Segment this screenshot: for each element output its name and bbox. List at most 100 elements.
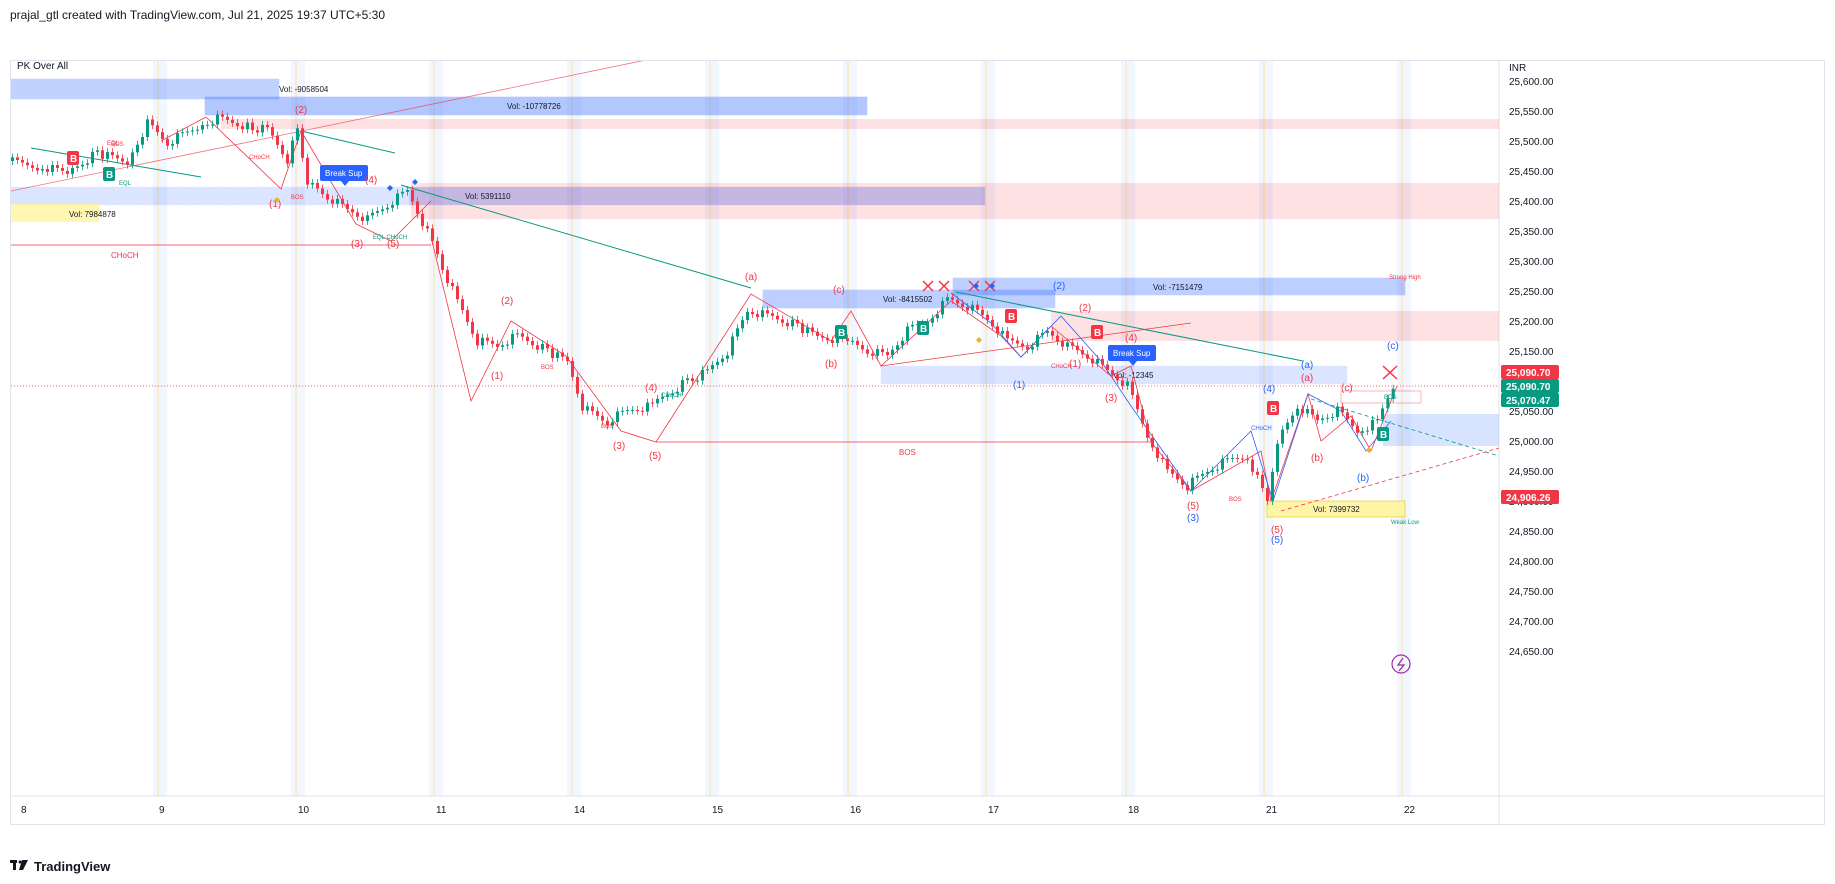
candle (116, 151, 119, 163)
candle (1101, 355, 1104, 369)
lightning-icon[interactable] (1391, 654, 1411, 674)
candle (1251, 455, 1254, 476)
candle (326, 190, 329, 204)
candle (556, 348, 559, 362)
date-axis-label: 10 (298, 805, 310, 816)
signal-b-green-3[interactable] (917, 321, 929, 335)
candle (756, 310, 759, 322)
chart-svg[interactable]: Vol: -9058504 Vol: -10778726 Vol: 539111… (10, 58, 1824, 824)
candle (531, 337, 534, 350)
candle (911, 320, 914, 331)
header-caption: prajal_gtl created with TradingView.com,… (10, 8, 385, 22)
date-axis-label: 8 (21, 805, 27, 816)
candle (401, 187, 404, 198)
signal-b-red-1[interactable] (67, 151, 79, 165)
candle (761, 306, 764, 322)
svg-text:25,090.70: 25,090.70 (1506, 368, 1551, 379)
candle (406, 186, 409, 196)
candle (716, 357, 719, 370)
wave-red-18: (a) (1301, 373, 1313, 384)
volume-zones (10, 78, 1499, 518)
candle (1241, 454, 1244, 464)
candle (86, 159, 89, 169)
candle (471, 317, 474, 338)
date-axis-label: 15 (712, 805, 724, 816)
candle (566, 352, 569, 365)
price-axis[interactable]: 25,600.00 25,550.00 25,500.00 25,450.00 25,4… (1509, 77, 1554, 658)
wave-red-9: (2) (295, 105, 307, 116)
candle (491, 336, 494, 348)
candle (91, 147, 94, 168)
candle (676, 387, 679, 398)
candle (741, 316, 744, 333)
candle (1356, 422, 1359, 437)
wave-red-10: (1) (269, 199, 281, 210)
candle (781, 315, 784, 327)
choch-label-1: CHoCH (111, 251, 139, 260)
candle (571, 357, 574, 381)
candle (1236, 453, 1239, 463)
break-sup-markers[interactable]: Break Sup Break Sup (320, 165, 1156, 366)
bos-label-3: BOS (601, 424, 614, 430)
signal-markers[interactable]: B B B B B B B B (67, 151, 1389, 441)
candle (641, 406, 644, 416)
candle (831, 336, 834, 347)
candle (511, 330, 514, 349)
candle (1161, 454, 1164, 463)
candle (281, 140, 284, 159)
candle (591, 402, 594, 416)
signal-b-green-1[interactable] (103, 167, 115, 181)
candle (376, 207, 379, 217)
candle (46, 164, 49, 176)
price-tags: 25,090.70 25,090.70 25,070.47 24,906.26 (1501, 365, 1559, 504)
candle (311, 178, 314, 189)
candle (936, 310, 939, 323)
candle (111, 148, 114, 160)
bos-label-7: BOS (111, 142, 124, 148)
candle (881, 345, 884, 357)
signal-b-green-4[interactable] (1377, 427, 1389, 441)
wave-red-5: (5) (649, 451, 661, 462)
candle (81, 160, 84, 171)
candle (381, 205, 384, 216)
candle (436, 236, 439, 259)
candle (1351, 415, 1354, 430)
candle (801, 319, 804, 337)
wave-red-11: (3) (351, 239, 363, 250)
candle (291, 136, 294, 168)
indicator-name[interactable]: PK Over All (17, 61, 68, 72)
candle (521, 329, 524, 341)
candle (1391, 384, 1395, 403)
signal-b-red-2[interactable] (1005, 309, 1017, 323)
candle (56, 161, 59, 172)
candle (476, 329, 479, 350)
price-axis-label: 24,750.00 (1509, 587, 1554, 598)
candle (51, 161, 54, 176)
price-axis-label: 25,350.00 (1509, 227, 1554, 238)
wave-blue-6: (a) (1301, 360, 1313, 371)
break-sup-badge-2[interactable] (1108, 345, 1156, 361)
vol-label-3: Vol: 5391110 (465, 192, 511, 201)
date-axis[interactable]: 8 9 10 11 14 15 16 17 18 21 22 (21, 805, 1416, 816)
date-axis-label: 11 (436, 805, 447, 816)
candle (786, 318, 789, 331)
wave-red-19: (b) (1311, 453, 1323, 464)
candle (431, 224, 434, 245)
candle (1141, 405, 1144, 428)
candle (1316, 410, 1319, 425)
candle (391, 201, 394, 212)
chart-area[interactable]: Vol: -9058504 Vol: -10778726 Vol: 539111… (10, 58, 1825, 825)
bos-label-4: BOS (899, 448, 916, 457)
currency-label[interactable]: INR (1509, 63, 1526, 74)
candle (606, 416, 609, 430)
signal-b-red-3[interactable] (1091, 325, 1103, 339)
signal-b-red-4[interactable] (1267, 401, 1279, 415)
signal-b-green-2[interactable] (835, 325, 847, 339)
candle (166, 134, 169, 150)
wave-red-6: (a) (745, 272, 757, 283)
candle (191, 126, 194, 136)
candle (1301, 404, 1304, 418)
break-sup-badge-1[interactable] (320, 165, 368, 181)
candle (186, 127, 189, 137)
candle (966, 302, 969, 315)
